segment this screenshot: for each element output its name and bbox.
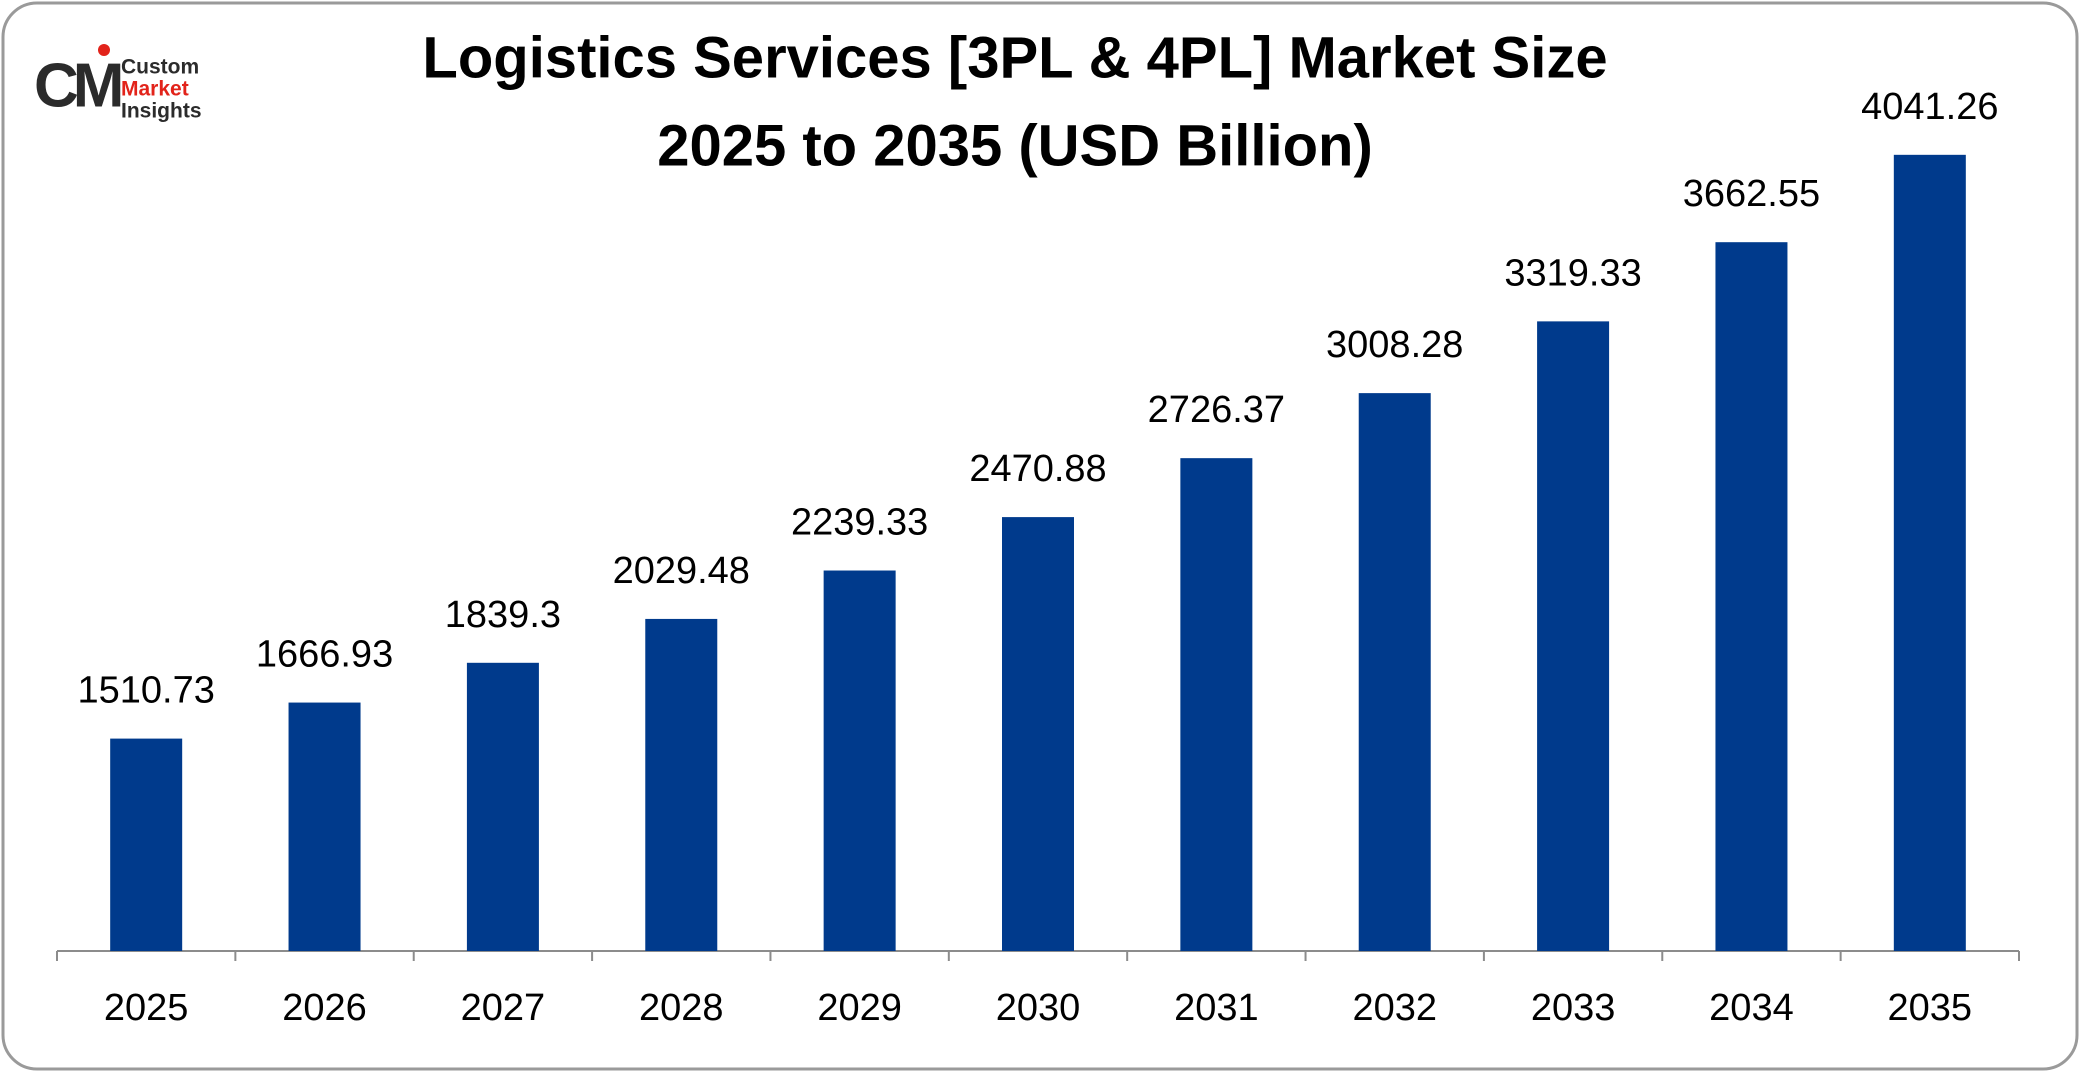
x-tick-label: 2033 <box>1531 987 1616 1029</box>
value-label: 2726.37 <box>1148 389 1285 431</box>
x-tick-label: 2025 <box>104 987 189 1029</box>
x-tick-label: 2035 <box>1888 987 1973 1029</box>
bar <box>110 738 183 951</box>
x-tick-label: 2030 <box>996 987 1081 1029</box>
value-label: 1839.3 <box>445 594 561 636</box>
logo-text: Insights <box>121 100 202 123</box>
bar <box>645 618 718 951</box>
chart-title: 2025 to 2035 (USD Billion) <box>657 113 1373 178</box>
x-tick-label: 2026 <box>282 987 367 1029</box>
value-label: 2239.33 <box>791 502 928 544</box>
bar <box>1715 242 1788 952</box>
bar <box>1537 321 1610 951</box>
logo-text: Custom <box>121 56 199 79</box>
value-label: 2029.48 <box>613 550 750 592</box>
logo-text: Market <box>121 78 189 101</box>
x-tick-label: 2032 <box>1352 987 1437 1029</box>
logo: CM Custom Market Insights <box>34 44 202 123</box>
bar <box>1893 154 1966 952</box>
x-tick-label: 2031 <box>1174 987 1259 1029</box>
logo-dot <box>98 44 110 56</box>
x-tick-label: 2028 <box>639 987 724 1029</box>
bar <box>1002 517 1074 951</box>
value-label: 4041.26 <box>1861 86 1998 128</box>
bar <box>466 662 539 951</box>
x-tick-label: 2034 <box>1709 987 1794 1029</box>
value-label: 3319.33 <box>1504 252 1641 294</box>
value-label: 3008.28 <box>1326 324 1463 366</box>
logo-monogram: CM <box>34 51 121 120</box>
bar <box>1180 458 1253 951</box>
x-tick-label: 2027 <box>461 987 546 1029</box>
chart-title: Logistics Services [3PL & 4PL] Market Si… <box>422 25 1607 90</box>
bar <box>288 702 361 951</box>
value-label: 2470.88 <box>969 448 1106 490</box>
value-label: 3662.55 <box>1683 173 1820 215</box>
value-label: 1510.73 <box>77 670 214 712</box>
bar <box>1358 393 1431 951</box>
value-label: 1666.93 <box>256 634 393 676</box>
x-tick-label: 2029 <box>817 987 902 1029</box>
bar <box>823 570 896 951</box>
